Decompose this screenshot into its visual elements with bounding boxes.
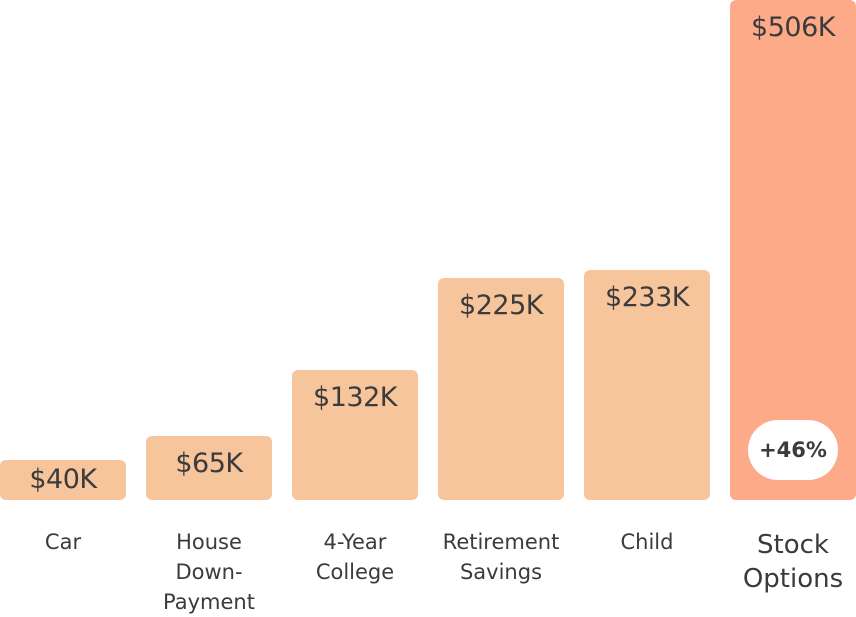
bar-value-label: $65K bbox=[175, 447, 243, 479]
bar-1: $65K bbox=[146, 435, 272, 500]
bar-value-label: $233K bbox=[605, 281, 689, 313]
bar-value-label: $40K bbox=[29, 464, 97, 495]
growth-badge: +46% bbox=[748, 420, 838, 480]
bar-3: $225K bbox=[438, 277, 564, 500]
category-label: Child bbox=[620, 530, 674, 554]
category-label: Retirement Savings bbox=[442, 530, 560, 584]
category-label: Car bbox=[44, 530, 82, 554]
bar-value-label: $506K bbox=[751, 12, 835, 43]
bar-5: $506K +46% bbox=[730, 0, 856, 500]
category-label: Stock Options bbox=[742, 530, 844, 594]
bar-value-label: $225K bbox=[459, 289, 543, 321]
bar-0: $40K bbox=[0, 460, 126, 500]
category-label: House Down- Payment bbox=[163, 530, 255, 614]
bar-4: $233K bbox=[584, 269, 710, 500]
category-label: 4-Year College bbox=[315, 530, 395, 584]
bar-value-label: $132K bbox=[313, 381, 397, 413]
bar-2: $132K bbox=[292, 369, 418, 500]
